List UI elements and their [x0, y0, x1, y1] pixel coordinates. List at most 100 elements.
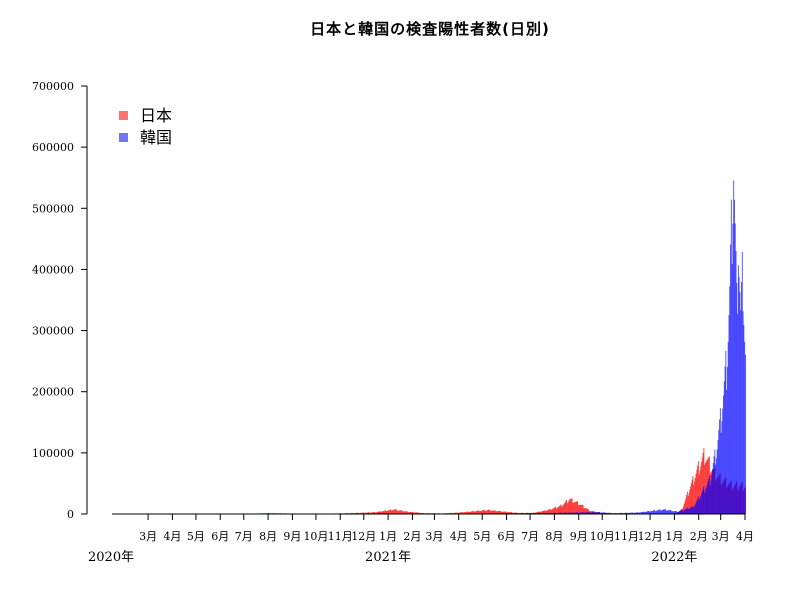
- data-bar: [556, 512, 558, 514]
- data-bar: [705, 463, 706, 514]
- data-bar: [577, 505, 579, 514]
- data-bar: [595, 512, 597, 514]
- data-bar: [688, 493, 690, 514]
- data-bar: [697, 498, 699, 514]
- data-bar: [586, 508, 588, 514]
- data-bar: [409, 512, 411, 514]
- data-bar: [728, 314, 730, 514]
- data-bar: [391, 510, 393, 514]
- data-bar: [569, 499, 571, 514]
- data-bar: [537, 511, 539, 514]
- data-bar: [649, 511, 651, 514]
- data-bar: [413, 512, 415, 514]
- data-bar: [718, 430, 720, 514]
- series-japan: [120, 447, 746, 514]
- data-bar: [571, 498, 573, 514]
- data-bar: [577, 512, 579, 514]
- data-bar: [576, 512, 578, 514]
- data-bar: [641, 512, 643, 514]
- data-bar: [586, 512, 588, 514]
- data-bar: [677, 511, 679, 514]
- data-bar: [650, 511, 652, 514]
- data-bar: [504, 511, 506, 514]
- x-tick-label: 6月: [498, 530, 516, 543]
- data-bar: [375, 512, 377, 514]
- x-tick-label: 2月: [690, 530, 708, 543]
- data-bar: [566, 512, 568, 514]
- data-bar: [396, 510, 398, 514]
- data-bar: [676, 511, 678, 514]
- data-bar: [371, 512, 373, 514]
- data-bar: [709, 485, 711, 514]
- x-tick-label: 10月: [590, 530, 615, 543]
- data-bar: [632, 512, 634, 514]
- data-bar: [726, 390, 728, 514]
- data-bar: [729, 286, 731, 514]
- y-tick-label: 400000: [32, 263, 74, 276]
- data-bar: [501, 511, 503, 514]
- data-bar: [475, 511, 477, 514]
- data-bar: [559, 512, 560, 514]
- data-bar: [694, 477, 696, 514]
- data-bar: [416, 512, 418, 514]
- data-bar: [662, 509, 664, 514]
- data-bar: [727, 341, 729, 514]
- data-bar: [730, 244, 731, 514]
- data-bar: [745, 354, 746, 514]
- data-bar: [471, 511, 473, 514]
- data-bar: [687, 509, 689, 514]
- data-bar: [561, 506, 563, 514]
- data-bar: [738, 277, 740, 514]
- data-bar: [390, 509, 392, 514]
- data-bar: [583, 507, 585, 514]
- data-bar: [695, 473, 697, 514]
- data-bar: [581, 504, 583, 514]
- data-bar: [579, 504, 581, 514]
- data-bar: [726, 366, 728, 514]
- data-bar: [659, 509, 661, 514]
- data-bar: [737, 313, 739, 514]
- data-bar: [482, 510, 484, 514]
- data-bar: [595, 512, 597, 514]
- data-bar: [552, 512, 553, 514]
- data-bar: [374, 512, 376, 514]
- data-bar: [457, 512, 459, 514]
- data-bar: [546, 510, 548, 514]
- x-tick-label: 9月: [283, 530, 301, 543]
- data-bar: [478, 510, 480, 514]
- data-bar: [654, 510, 655, 514]
- data-bar: [508, 512, 510, 514]
- data-bar: [730, 199, 732, 514]
- data-bar: [543, 512, 545, 514]
- data-bar: [541, 511, 543, 514]
- data-bar: [486, 510, 488, 514]
- data-bar: [716, 449, 718, 514]
- data-bar: [585, 508, 587, 514]
- data-bar: [742, 311, 744, 514]
- data-bar: [364, 512, 366, 514]
- data-bar: [393, 509, 395, 514]
- data-bar: [388, 510, 389, 514]
- data-bar: [698, 474, 700, 514]
- data-bar: [675, 511, 677, 514]
- data-bar: [493, 510, 495, 514]
- data-bar: [559, 505, 560, 514]
- data-bar: [575, 512, 577, 514]
- data-bar: [497, 511, 499, 514]
- data-bar: [553, 507, 555, 514]
- data-bar: [557, 512, 559, 514]
- data-bar: [706, 484, 708, 514]
- data-bar: [557, 507, 559, 514]
- data-bar: [690, 507, 691, 514]
- data-bar: [414, 512, 416, 514]
- data-bar: [387, 510, 389, 514]
- data-bar: [487, 509, 489, 514]
- data-bar: [692, 505, 694, 514]
- data-bar: [421, 512, 422, 514]
- data-bar: [690, 483, 692, 514]
- data-bar: [369, 512, 371, 514]
- data-bar: [559, 505, 561, 514]
- data-bar: [370, 512, 372, 514]
- y-tick-label: 200000: [32, 386, 74, 399]
- data-bar: [544, 511, 546, 514]
